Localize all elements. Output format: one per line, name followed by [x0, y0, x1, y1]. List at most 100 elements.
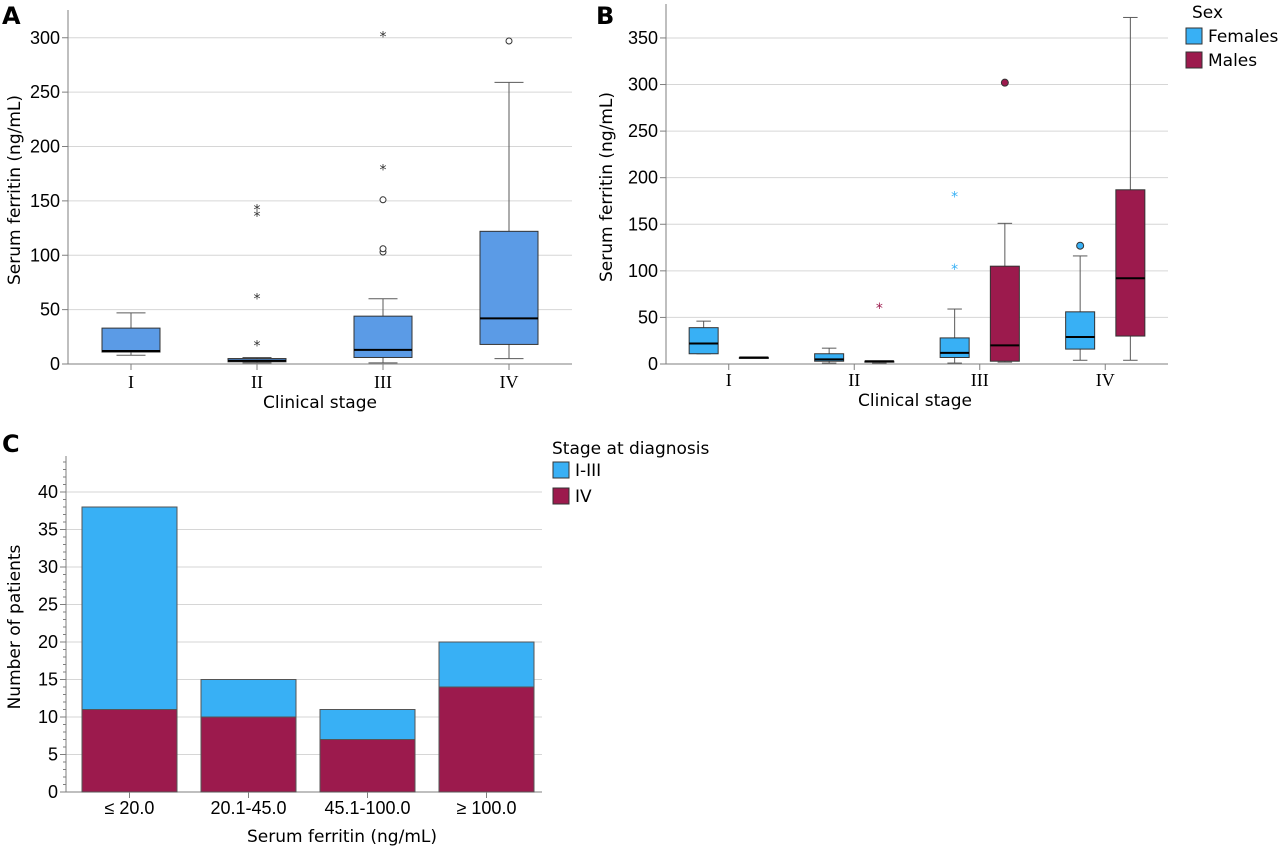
iqr-box	[1115, 189, 1146, 337]
b-females-box-I	[688, 320, 719, 355]
c-legend-swatch-iv	[552, 487, 570, 505]
b-males-box-I	[738, 356, 769, 359]
c-bar-iv-0	[81, 709, 178, 793]
b-females-box-IV	[1065, 241, 1096, 361]
b-ytick-label: 200	[628, 168, 658, 188]
c-xtick-label: 20.1-45.0	[210, 798, 286, 818]
a-xtick-label: II	[251, 372, 263, 392]
c-bar-iv-3	[438, 686, 535, 793]
b-legend-title: Sex	[1192, 3, 1223, 23]
panel-c-stacked-bar: 0 5 10 15 20 25 30 35 40 ≤ 20.0 20.1-45.0 45.1-100.…	[5, 439, 709, 847]
c-bar-i-iii-0	[81, 506, 178, 710]
a-xtick-label: III	[374, 372, 392, 392]
c-legend-title: Stage at diagnosis	[552, 439, 709, 459]
b-legend-label-females: Females	[1208, 27, 1278, 47]
c-xtick-label: ≥ 100.0	[457, 798, 517, 818]
a-box-III: **	[353, 30, 413, 364]
b-legend: Sex Females Males	[1185, 3, 1278, 71]
c-ytick-label: 15	[38, 670, 58, 690]
iqr-box	[814, 353, 845, 362]
c-ytick-label: 40	[38, 482, 58, 502]
c-bar-i-iii-2	[319, 709, 416, 740]
b-ytick-label: 50	[638, 307, 658, 327]
c-ytick-label: 30	[38, 557, 58, 577]
outlier-point	[1076, 241, 1085, 250]
a-xtick-label: I	[128, 372, 134, 392]
b-females-box-II	[814, 347, 845, 364]
c-legend-label-iv: IV	[575, 487, 592, 507]
extreme-point: *	[380, 162, 387, 178]
a-box-I	[101, 312, 161, 356]
iqr-box	[688, 327, 719, 355]
a-ytick-label: 200	[30, 137, 60, 157]
b-ytick-label: 300	[628, 75, 658, 95]
c-ytick-label: 5	[48, 745, 58, 765]
b-xtick-label: IV	[1096, 370, 1115, 390]
iqr-box	[989, 265, 1020, 362]
c-xtick-label: ≤ 20.0	[105, 798, 155, 818]
a-ytick-label: 0	[50, 354, 60, 374]
a-ytick-label: 250	[30, 82, 60, 102]
b-xtick-label: III	[971, 370, 989, 390]
c-bar-iv-1	[200, 716, 297, 793]
b-males-box-II: *	[864, 301, 895, 364]
outlier-point	[1000, 78, 1009, 87]
extreme-point: *	[951, 262, 958, 278]
c-ytick-label: 0	[48, 782, 58, 802]
outlier-point	[379, 245, 387, 253]
panel-label-a: A	[2, 2, 21, 30]
iqr-box	[353, 315, 413, 358]
c-ytick-label: 20	[38, 632, 58, 652]
b-females-box-III: **	[939, 189, 970, 364]
b-ytick-label: 350	[628, 28, 658, 48]
b-x-axis-title: Clinical stage	[858, 391, 972, 411]
c-x-axis-title: Serum ferritin (ng/mL)	[247, 827, 437, 847]
extreme-point: *	[254, 209, 261, 225]
b-xtick-label: I	[726, 370, 732, 390]
a-ytick-label: 300	[30, 28, 60, 48]
a-y-axis-title: Serum ferritin (ng/mL)	[5, 95, 25, 285]
b-ytick-label: 0	[648, 354, 658, 374]
a-ytick-label: 100	[30, 245, 60, 265]
a-box-IV	[479, 37, 539, 360]
c-bar-i-iii-3	[438, 641, 535, 688]
c-y-axis-title: Number of patients	[5, 544, 25, 709]
c-ytick-label: 35	[38, 520, 58, 540]
a-ytick-label: 50	[40, 300, 60, 320]
panel-label-c: C	[2, 430, 20, 458]
iqr-box	[479, 230, 539, 345]
c-ytick-label: 25	[38, 595, 58, 615]
c-bar-i-iii-1	[200, 679, 297, 718]
b-y-axis-title: Serum ferritin (ng/mL)	[597, 92, 617, 282]
c-bar-iv-2	[319, 739, 416, 793]
b-legend-swatch-males	[1185, 51, 1203, 69]
b-ytick-label: 250	[628, 121, 658, 141]
iqr-box	[1065, 311, 1096, 350]
b-ytick-label: 150	[628, 214, 658, 234]
iqr-box	[101, 327, 161, 353]
panel-label-b: B	[596, 2, 614, 30]
c-ytick-label: 10	[38, 707, 58, 727]
b-legend-swatch-females	[1185, 27, 1203, 45]
b-legend-label-males: Males	[1208, 51, 1257, 71]
outlier-point	[505, 37, 513, 45]
a-ytick-label: 150	[30, 191, 60, 211]
c-legend-swatch-i-iii	[552, 461, 570, 479]
b-xtick-label: II	[848, 370, 860, 390]
c-xtick-label: 45.1-100.0	[324, 798, 410, 818]
extreme-point: *	[951, 189, 958, 205]
extreme-point: *	[254, 292, 261, 308]
extreme-point: *	[876, 301, 883, 317]
extreme-point: *	[380, 30, 387, 46]
a-x-axis-title: Clinical stage	[263, 393, 377, 413]
a-xtick-label: IV	[500, 372, 519, 392]
extreme-point: *	[254, 338, 261, 354]
b-males-box-III	[989, 78, 1020, 363]
b-ytick-label: 100	[628, 261, 658, 281]
c-legend-label-i-iii: I-III	[575, 461, 601, 481]
iqr-box	[939, 337, 970, 358]
